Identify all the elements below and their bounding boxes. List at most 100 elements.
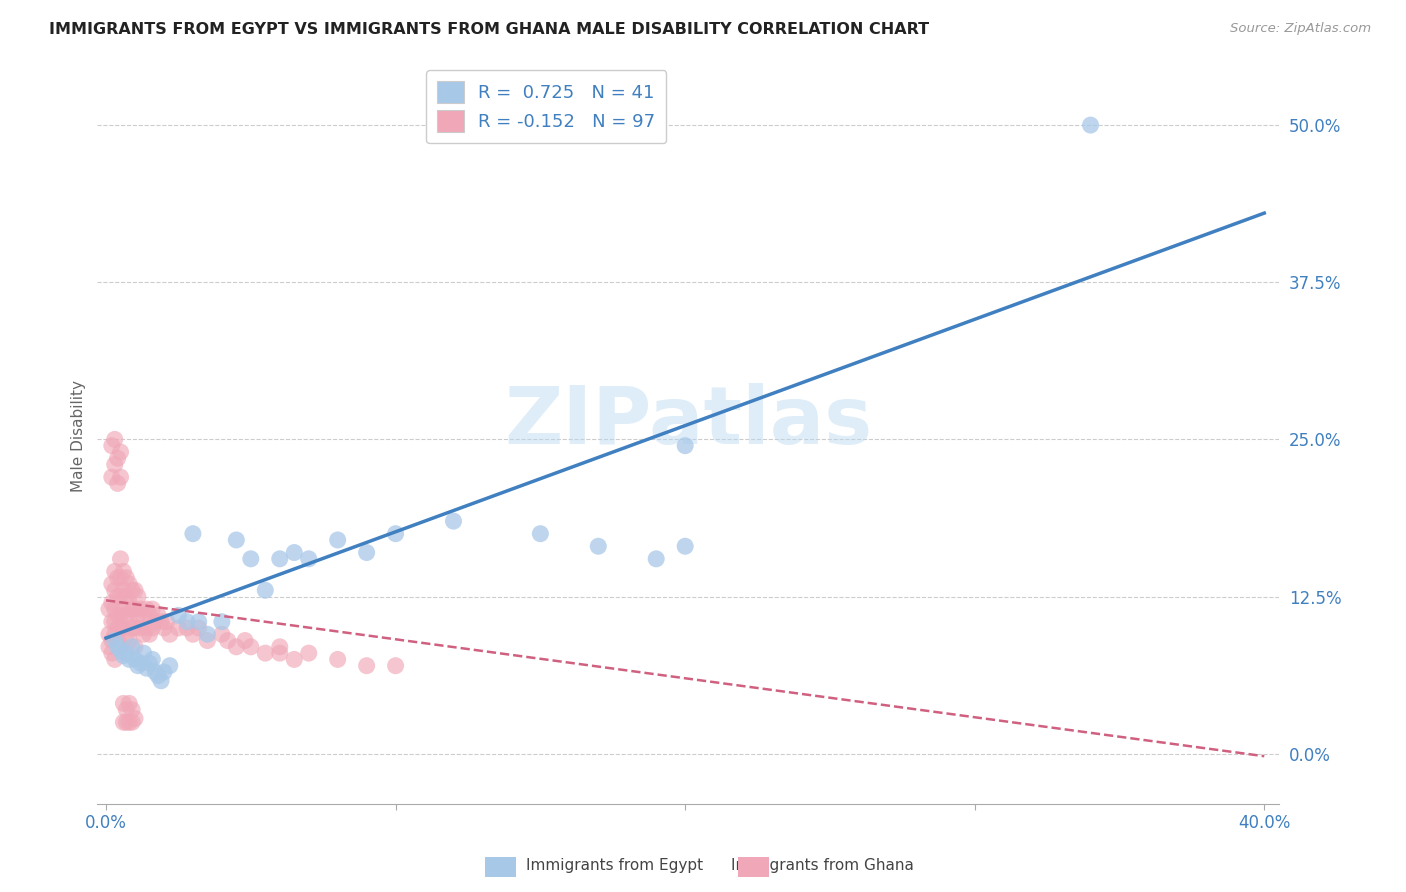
Point [135,602,157,616]
Point [115,715,138,730]
Point [101,646,124,660]
Point [121,602,143,616]
Point [181,526,204,541]
Point [97,602,120,616]
Point [115,590,138,604]
Point [112,715,135,730]
Point [298,551,321,566]
Point [298,646,321,660]
Point [107,571,129,585]
Point [115,571,138,585]
Point [269,551,291,566]
Point [167,621,190,635]
Point [225,640,247,654]
Point [110,640,132,654]
Point [110,571,132,585]
Point [150,615,173,629]
Point [673,439,696,453]
Point [138,627,160,641]
Point [101,615,124,629]
Point [159,658,181,673]
Point [104,615,127,629]
Point [118,615,141,629]
Point [104,433,127,447]
Point [254,583,277,598]
Point [107,621,129,635]
Point [673,539,696,553]
Point [110,470,132,484]
Point [132,627,155,641]
Point [127,658,149,673]
Point [101,439,124,453]
Point [233,633,256,648]
Point [104,652,127,666]
Point [211,627,233,641]
Point [118,715,141,730]
Point [443,514,465,528]
Point [121,703,143,717]
Point [217,633,239,648]
Point [104,565,127,579]
Point [104,633,127,648]
Point [132,608,155,623]
Point [124,583,146,598]
Point [124,652,146,666]
Point [112,565,135,579]
Point [121,583,143,598]
Point [97,627,120,641]
Point [104,458,127,472]
Point [356,658,378,673]
Point [195,633,218,648]
Point [153,665,176,679]
Point [121,715,143,730]
Point [101,577,124,591]
Point [118,652,141,666]
Point [110,445,132,459]
Point [326,652,349,666]
Point [127,590,149,604]
Text: Immigrants from Egypt: Immigrants from Egypt [526,858,703,872]
Point [104,583,127,598]
Y-axis label: Male Disability: Male Disability [72,380,86,492]
Text: IMMIGRANTS FROM EGYPT VS IMMIGRANTS FROM GHANA MALE DISABILITY CORRELATION CHART: IMMIGRANTS FROM EGYPT VS IMMIGRANTS FROM… [49,22,929,37]
Point [112,697,135,711]
Point [143,615,166,629]
Text: Source: ZipAtlas.com: Source: ZipAtlas.com [1230,22,1371,36]
Point [146,608,169,623]
Point [159,627,181,641]
Point [141,652,163,666]
Text: Immigrants from Ghana: Immigrants from Ghana [731,858,914,872]
Point [104,602,127,616]
Point [124,711,146,725]
Point [167,608,190,623]
Point [129,621,152,635]
Point [211,615,233,629]
Point [110,643,132,657]
Point [110,608,132,623]
Point [143,665,166,679]
Point [112,621,135,635]
Point [588,539,610,553]
Point [384,658,406,673]
Point [356,545,378,559]
Point [107,476,129,491]
Point [187,615,209,629]
Point [187,621,209,635]
Point [110,590,132,604]
Point [112,602,135,616]
Point [153,621,176,635]
Point [181,627,204,641]
Point [283,652,305,666]
Point [138,656,160,670]
Point [101,596,124,610]
Legend: R =  0.725   N = 41, R = -0.152   N = 97: R = 0.725 N = 41, R = -0.152 N = 97 [426,70,666,143]
Point [115,703,138,717]
Point [115,608,138,623]
Point [124,602,146,616]
Point [107,640,129,654]
Point [129,602,152,616]
Point [110,621,132,635]
Point [195,627,218,641]
Point [127,608,149,623]
Point [110,551,132,566]
